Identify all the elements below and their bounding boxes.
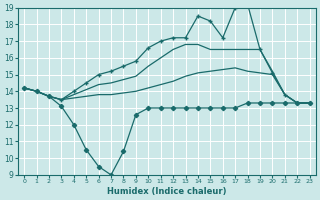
X-axis label: Humidex (Indice chaleur): Humidex (Indice chaleur) xyxy=(107,187,227,196)
